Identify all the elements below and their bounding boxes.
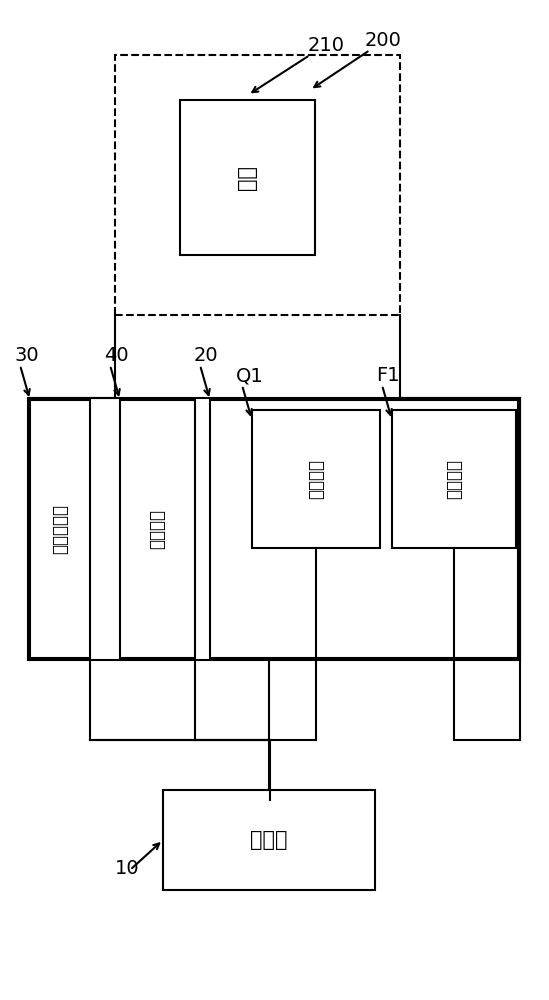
Text: 热敏元件: 热敏元件 [445,459,463,499]
Bar [180,100,315,255]
Bar [28,398,520,660]
Text: F1: F1 [376,366,400,385]
Bar [210,400,518,658]
Bar [163,790,375,890]
Text: 30: 30 [14,346,38,365]
Bar [392,410,516,548]
Text: 200: 200 [365,31,402,50]
Bar [30,400,90,658]
Bar [115,55,400,315]
Text: 负载: 负载 [238,165,257,190]
Bar [120,400,195,658]
Text: 控制模块: 控制模块 [148,509,166,549]
Text: 第一开关: 第一开关 [307,459,325,499]
Text: 40: 40 [104,346,128,365]
Text: Q1: Q1 [236,366,264,385]
Text: 210: 210 [308,36,345,55]
Text: 电池组: 电池组 [250,830,288,850]
Text: 供电主回路: 供电主回路 [51,504,69,554]
Text: 10: 10 [115,859,139,878]
Bar [252,410,380,548]
Text: 20: 20 [194,346,219,365]
